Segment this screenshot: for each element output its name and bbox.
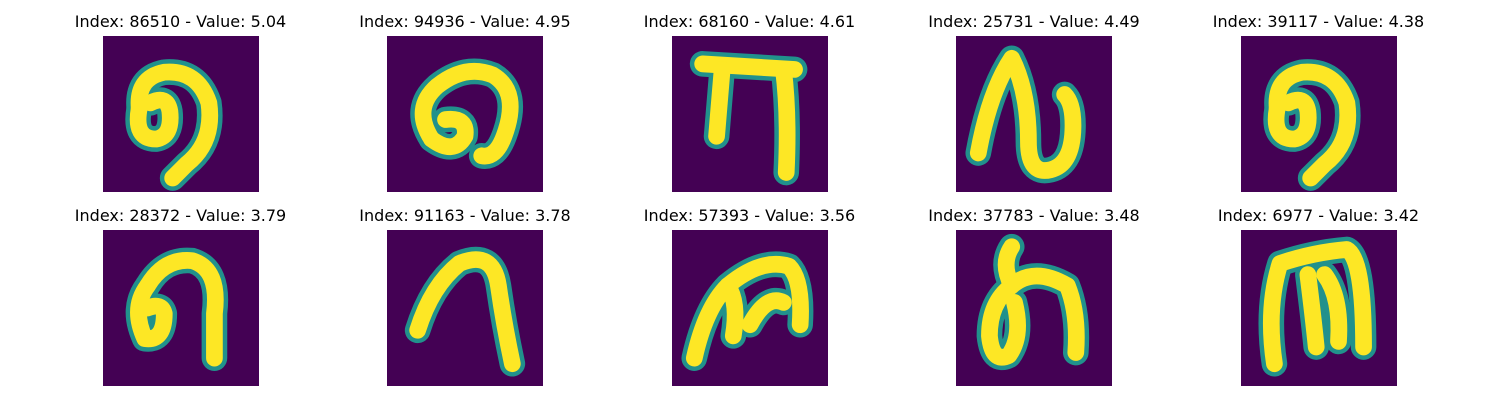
glyph-stroke-core xyxy=(969,49,1082,179)
glyph-stroke-core xyxy=(138,252,224,367)
glyph-stroke-core xyxy=(423,110,474,156)
glyph-stroke-core xyxy=(1315,266,1347,350)
glyph-stroke-core xyxy=(741,292,792,334)
glyph-stroke-core xyxy=(409,251,521,373)
panel-title: Index: 37783 - Value: 3.48 xyxy=(928,206,1140,225)
digit-image xyxy=(387,230,543,386)
glyph-stroke-core xyxy=(718,255,809,334)
digit-image xyxy=(671,36,828,192)
panel-title: Index: 68160 - Value: 4.61 xyxy=(643,12,856,31)
panel-title: Index: 57393 - Value: 3.56 xyxy=(643,206,856,225)
glyph-stroke-core xyxy=(129,277,173,348)
digit-image xyxy=(956,230,1112,386)
glyph-stroke-core xyxy=(774,61,795,181)
panel-title: Index: 25731 - Value: 4.49 xyxy=(928,12,1140,31)
panel-title: Index: 91163 - Value: 3.78 xyxy=(359,206,571,225)
glyph-stroke-core xyxy=(997,238,1085,361)
glyph-stroke-core xyxy=(1267,91,1317,148)
panel-title: Index: 39117 - Value: 4.38 xyxy=(1212,12,1425,31)
digit-image xyxy=(102,36,259,192)
digit-image xyxy=(1240,230,1397,386)
panel-title: Index: 28372 - Value: 3.79 xyxy=(74,206,287,225)
panel-title: Index: 86510 - Value: 5.04 xyxy=(74,12,287,31)
glyph-stroke-core xyxy=(414,62,519,165)
digit-image xyxy=(956,36,1112,192)
glyph-stroke-core xyxy=(1268,63,1356,187)
glyph-stroke-core xyxy=(130,63,218,187)
digit-image xyxy=(102,230,259,386)
digit-image xyxy=(1240,36,1397,192)
image-background xyxy=(956,230,1112,386)
glyph-stroke-core xyxy=(1299,266,1325,356)
glyph-stroke-core xyxy=(129,91,179,148)
panel-title: Index: 94936 - Value: 4.95 xyxy=(359,12,571,31)
digit-image xyxy=(671,230,828,386)
panel-title: Index: 6977 - Value: 3.42 xyxy=(1217,206,1420,225)
glyph-stroke-core xyxy=(981,277,1026,366)
glyph-stroke-core xyxy=(707,61,730,145)
glyph-stroke-core xyxy=(1262,241,1372,373)
digit-image xyxy=(387,36,543,192)
